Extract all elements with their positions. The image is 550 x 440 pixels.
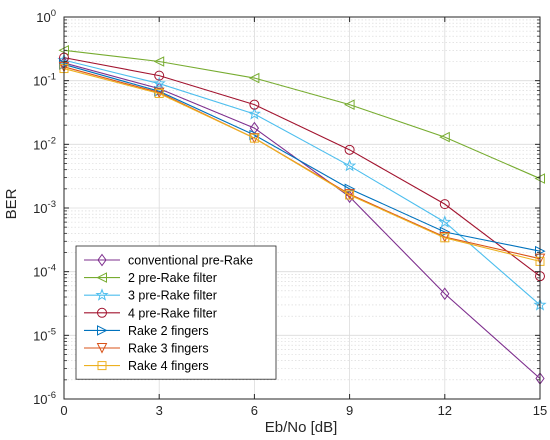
marker-triangle-left [343,99,355,110]
marker-triangle-left [248,72,260,84]
series-7 [59,64,545,266]
marker-star [95,288,109,301]
marker-triangle-left [439,131,450,143]
legend-label: 2 pre-Rake filter [128,271,217,285]
marker-square [97,361,107,371]
legend-item: 2 pre-Rake filter [84,271,217,285]
legend-item: 4 pre-Rake filter [84,306,217,320]
legend-item: 3 pre-Rake filter [84,288,217,303]
marker-circle [439,199,450,210]
x-axis-title: Eb/No [dB] [265,419,338,436]
x-tick-label: 9 [346,403,353,418]
legend-label: 4 pre-Rake filter [128,306,217,320]
marker-circle [154,70,165,81]
marker-triangle-left [96,272,107,283]
marker-circle [97,307,107,318]
marker-square [154,88,164,98]
marker-circle [249,99,260,110]
marker-triangle-right [97,325,108,336]
y-tick-label: 10-5 [33,326,56,343]
marker-circle [344,144,355,155]
y-tick-label: 10-3 [33,199,56,216]
marker-triangle-left [153,56,165,67]
legend-label: 3 pre-Rake filter [128,289,217,303]
x-tick-label: 12 [438,403,452,418]
y-tick-label: 100 [36,8,56,25]
y-tick-label: 10-4 [33,263,56,280]
marker-diamond [440,287,450,301]
y-tick-label: 10-6 [33,390,56,407]
series-5 [59,59,546,257]
series-line [63,68,541,262]
marker-star [247,107,261,120]
marker-diamond [97,253,107,267]
series-line [63,57,541,277]
series-line [63,49,541,180]
legend-item: conventional pre-Rake [84,254,253,268]
x-tick-label: 3 [156,403,163,418]
marker-star [152,76,166,90]
legend-label: Rake 2 fingers [128,324,209,338]
legend-item: Rake 4 fingers [84,359,209,373]
legend: conventional pre-Rake 2 pre-Rake filter 3 … [75,245,277,380]
x-tick-label: 15 [533,403,547,418]
y-axis-title: BER [3,188,20,219]
x-tick-label: 6 [251,403,258,418]
legend-label: Rake 4 fingers [128,359,209,373]
marker-triangle-down [96,343,108,354]
series-line [63,63,541,252]
marker-star [343,158,357,172]
legend-label: conventional pre-Rake [128,254,253,268]
legend-item: Rake 3 fingers [84,342,209,356]
marker-star [438,215,452,228]
x-tick-label: 0 [60,403,67,418]
axes [63,16,541,400]
marker-square [440,233,450,243]
legend-label: Rake 3 fingers [128,342,209,356]
tick-labels: 0 3 6 9 12 15 100 10-1 10-2 10-3 10-4 10-5 10-6 [33,8,547,418]
y-tick-label: 10-1 [33,72,56,89]
marker-square [345,190,355,200]
marker-square [249,133,259,143]
legend-item: Rake 2 fingers [84,324,209,338]
series-line [63,59,541,306]
y-tick-label: 10-2 [33,135,56,152]
